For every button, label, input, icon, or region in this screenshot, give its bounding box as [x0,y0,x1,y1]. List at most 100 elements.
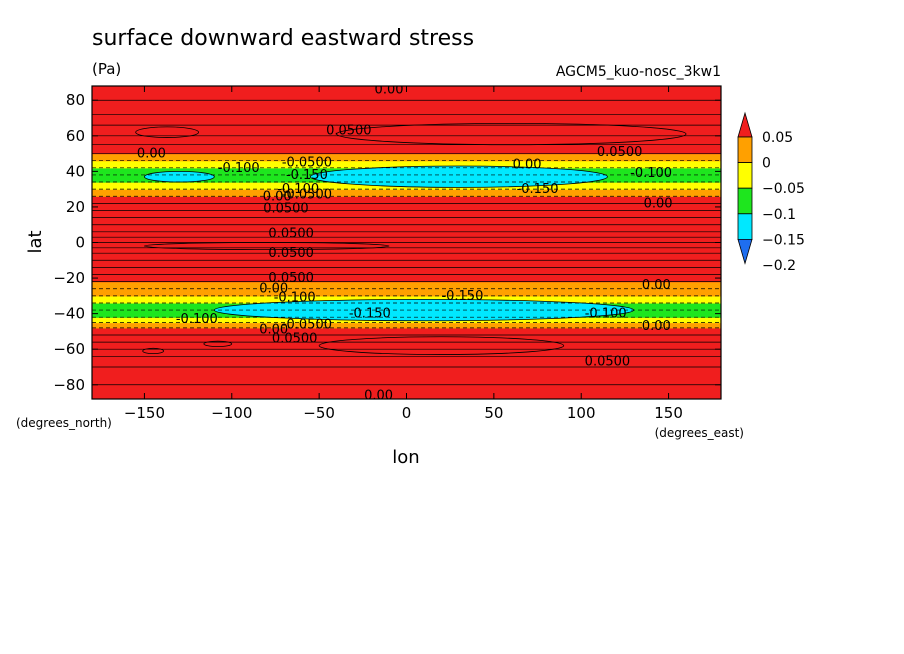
dataset-label: AGCM5_kuo-nosc_3kw1 [556,64,721,80]
colorbar-swatch [737,187,753,215]
y-axis-label: lat [25,230,46,253]
y-tick-label: 40 [66,162,85,180]
value-band [92,231,721,238]
value-patch [318,336,565,355]
contour-label: 0.0500 [268,246,314,261]
value-patch [203,340,233,347]
value-band [92,274,721,283]
colorbar-label: −0.15 [762,232,805,248]
contour-label: 0.0500 [268,271,314,286]
y-tick-label: 20 [66,198,85,216]
value-band [92,247,721,254]
y-tick-label: −20 [53,269,85,287]
contour-label: -0.100 [277,182,319,197]
value-band [92,253,721,261]
value-patch [142,347,165,355]
value-band [92,189,721,197]
value-band [92,114,721,126]
value-band [92,237,721,244]
value-band [92,100,721,116]
colorbar-label: 0.05 [762,130,793,146]
y-axis-units: (degrees_north) [16,416,112,430]
value-band [92,322,721,329]
contour-label: -0.100 [218,161,260,176]
x-tick-label: 0 [402,404,412,422]
y-tick-label: −80 [53,376,85,394]
value-band [92,242,721,249]
contour-label: 0.0500 [268,227,314,242]
contour-label: 0.0500 [263,202,309,217]
contour-label: -0.100 [585,307,627,322]
value-band [92,267,721,276]
colorbar-arrow-bottom [737,239,753,265]
value-band [92,281,721,290]
value-patch [144,242,390,251]
y-tick-label: −60 [53,340,85,358]
value-band [92,86,721,101]
x-tick-label: −150 [124,404,165,422]
value-band [92,153,721,162]
contour-label: 0.0500 [597,145,643,160]
contour-lines [92,86,721,399]
contour-label: 0.00 [259,282,288,297]
value-band [92,203,721,212]
colorbar-arrow-top [737,111,753,138]
colorbar-swatch [737,136,753,164]
contour-label: 0.0500 [272,332,318,347]
y-tick-label: 60 [66,127,85,145]
y-tick-label: 80 [66,91,85,109]
value-band [92,288,721,297]
contour-label: -0.100 [630,166,672,181]
colorbar-swatch [737,213,753,240]
colorbar-swatch [737,162,753,189]
contour-label: -0.0500 [282,155,332,170]
x-tick-label: 50 [484,404,503,422]
y-tick-label: 0 [75,234,85,252]
contour-label: -0.0500 [282,317,332,332]
contour-label: -0.0500 [282,187,332,202]
value-band [92,224,721,233]
contour-label: 0.00 [642,278,671,293]
colorbar-label: 0 [762,156,771,172]
x-axis-label: lon [392,447,419,468]
value-band [92,356,721,368]
colorbar-label: −0.2 [762,258,796,274]
contour-label: -0.150 [517,182,559,197]
y-axis: −80 −60 −40 −20 0 20 40 60 80 [53,91,721,394]
contour-label: -0.150 [286,168,328,183]
value-band [92,217,721,226]
value-band [92,327,721,336]
contour-label: 0.0500 [585,355,631,370]
contour-label: -0.150 [441,289,483,304]
contour-label: 0.00 [259,323,288,338]
value-band [92,366,721,386]
contour-label: 0.00 [642,319,671,334]
contour-label: 0.00 [364,388,393,403]
contour-label: 0.00 [137,147,166,162]
value-patch [310,165,608,188]
y-tick-label: −40 [53,305,85,323]
x-tick-label: −100 [211,404,252,422]
x-axis-units: (degrees_east) [655,426,744,440]
value-band [92,260,721,268]
value-band [92,196,721,204]
contour-label: -0.150 [349,307,391,322]
contour-label: 0.00 [513,157,542,172]
value-patch [336,122,687,146]
x-tick-label: 100 [567,404,596,422]
value-band [92,384,721,399]
chart-title: surface downward eastward stress [92,26,474,51]
colorbar-label: −0.1 [762,207,796,223]
value-band [92,210,721,219]
x-tick-label: 150 [654,404,683,422]
contour-label: -0.100 [274,291,316,306]
contour-label: 0.00 [263,189,292,204]
contour-label: 0.00 [375,83,404,98]
value-band [92,160,721,169]
contour-label: 0.00 [644,196,673,211]
contour-label: -0.100 [176,312,218,327]
colorbar: 0.05 0 −0.05 −0.1 −0.15 −0.2 [737,111,805,274]
